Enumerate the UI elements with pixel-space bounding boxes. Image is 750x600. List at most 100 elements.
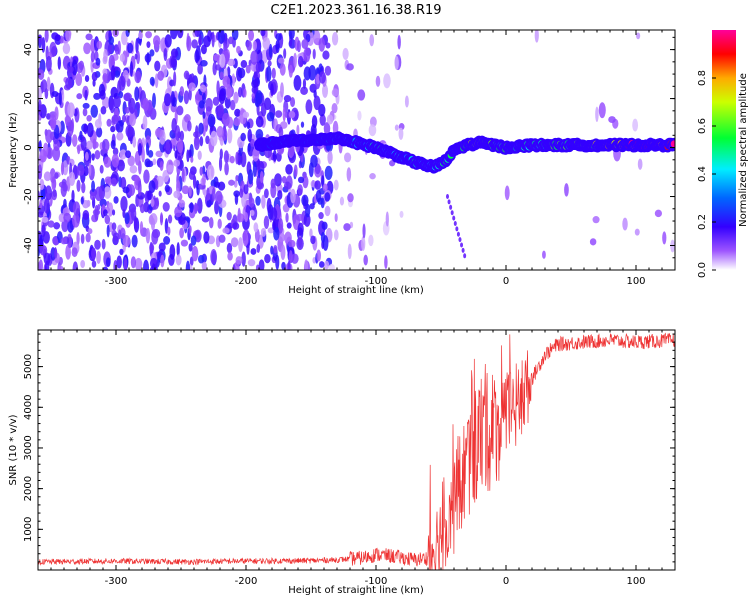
heat-cell [283,181,292,190]
heat-cell [357,89,366,101]
heat-cell [287,260,291,270]
heat-cell [275,33,282,41]
x-tick-label: -100 [365,576,388,587]
heat-cell [362,223,366,239]
heat-cell [461,247,465,253]
heat-cell [216,126,224,138]
heat-cell [283,48,287,59]
heat-cell [193,136,200,151]
heat-cell [76,232,80,246]
heat-cell [183,70,190,80]
heat-cell [250,50,258,65]
x-tick-label: 0 [503,276,509,287]
heat-cell [96,40,103,50]
x-tick-label: 100 [626,276,645,287]
heat-cell [258,259,265,270]
heat-cell [105,257,111,268]
heat-cell [267,60,272,67]
heat-cell [82,108,88,117]
heat-cell [288,30,295,40]
heat-cell [246,40,252,51]
heat-cell [162,170,170,183]
heat-cell [91,71,98,82]
heat-cell [222,112,230,127]
heat-cell [235,151,239,165]
heat-cell [226,211,232,221]
spectrogram-ridge [254,131,675,174]
heat-cell [278,57,285,64]
heat-cell [142,115,148,130]
heat-cell [309,203,315,210]
heat-cell [101,238,106,250]
heat-cell [88,162,92,177]
heat-cell [230,237,239,248]
heat-cell [103,156,112,168]
heat-cell [385,211,389,227]
heat-cell [279,63,286,76]
heat-cell [200,44,207,55]
heat-cell [116,132,124,141]
heat-cell [58,91,62,106]
heat-cell [94,118,102,129]
spectrogram-y-label: Frequency (Hz) [8,112,19,188]
heat-cell [129,61,134,77]
heat-cell [76,93,83,100]
heat-cell [60,161,65,176]
x-tick-label: 100 [626,576,645,587]
colorbar: 0.0 0.2 0.4 0.6 0.8 Normalized spectral ampl… [697,30,749,278]
heat-cell [51,90,59,98]
heat-cell [191,39,198,49]
heat-cell [112,232,120,241]
heat-cell [94,239,101,250]
heat-cell [504,185,510,201]
heat-cell [103,48,108,63]
heat-cell [325,42,331,49]
heat-cell [99,198,107,208]
heat-cell [247,168,254,185]
heat-cell [94,186,103,202]
heat-cell [203,231,210,244]
heat-cell [180,239,189,247]
heat-cell [357,110,362,121]
heat-cell [632,118,639,132]
heat-cell [83,42,91,55]
heat-cell [38,190,41,200]
heat-cell [85,140,94,150]
heat-cell [111,222,117,231]
heat-cell [120,176,127,190]
heat-cell [218,234,226,243]
heat-cell [83,123,88,135]
x-tick-label: -200 [235,576,258,587]
heat-cell [316,73,320,85]
heat-cell [237,67,246,79]
heat-cell [394,55,399,70]
heat-cell [43,171,52,182]
heat-cell [282,107,286,122]
heat-cell [188,243,193,252]
heat-cell [203,35,211,48]
heat-cell [139,221,144,236]
heat-cell [198,122,204,135]
heat-cell [148,180,156,194]
heat-cell [91,260,97,268]
heat-cell [191,245,199,262]
heat-cell [608,116,616,123]
heat-cell [176,242,180,257]
heat-cell [255,116,264,128]
heat-cell [170,55,177,68]
heat-cell [118,91,124,99]
colorbar-tick-label: 0.4 [697,166,708,182]
heat-cell [250,248,257,255]
snr-frame [37,329,676,571]
heat-cell [137,143,143,156]
heat-cell [293,52,297,68]
heat-cell [275,110,283,118]
heat-cell [303,213,311,227]
heat-cell [176,105,184,116]
heat-cell [324,165,333,181]
heat-cell [116,255,122,269]
heat-cell [234,108,241,117]
heat-cell [124,107,130,114]
heat-cell [206,187,210,201]
heat-cell [324,65,332,76]
